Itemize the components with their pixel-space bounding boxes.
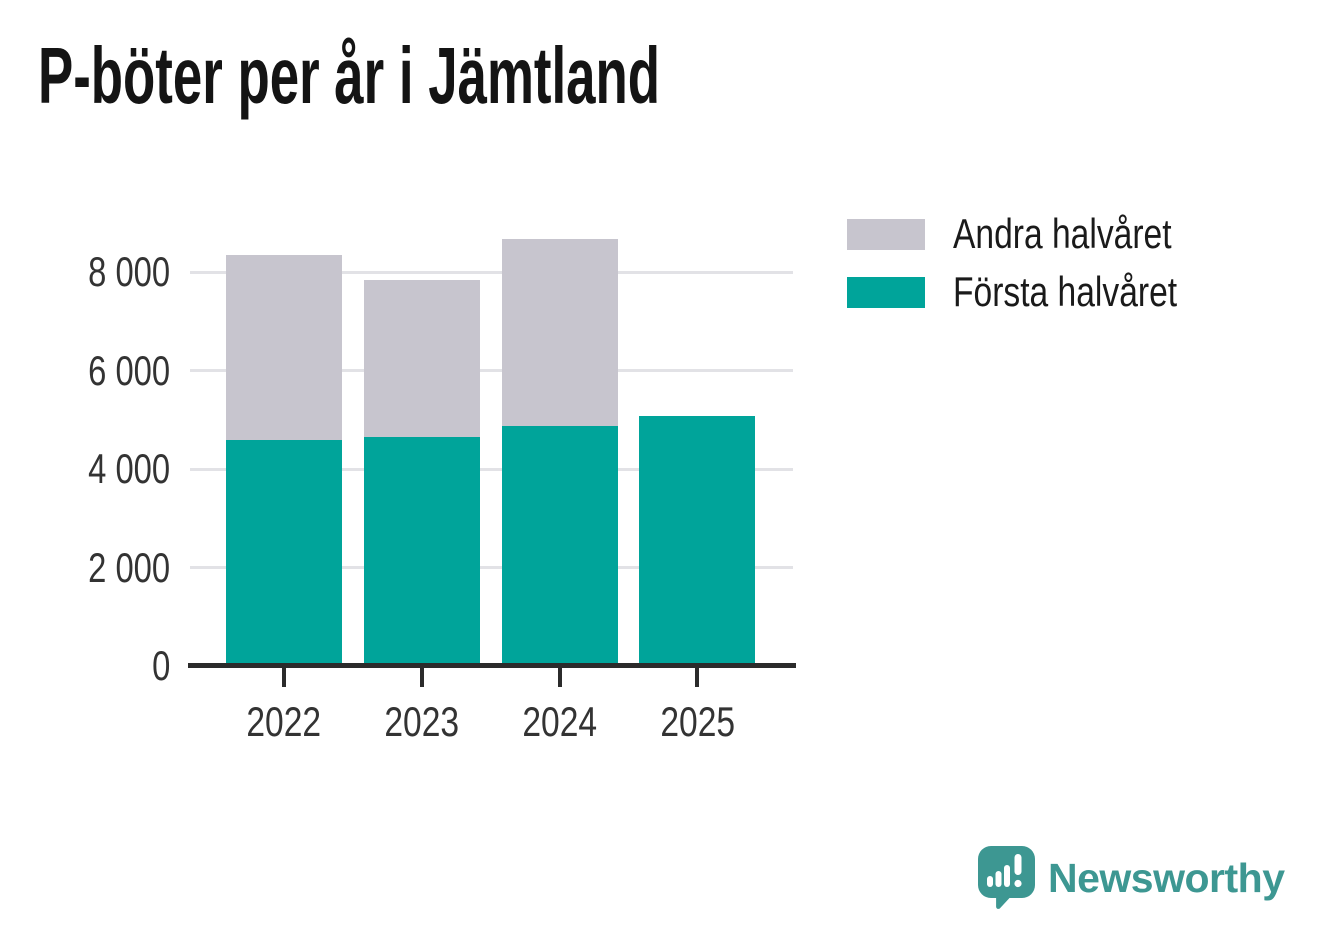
legend-label: Andra halvåret bbox=[953, 210, 1172, 257]
y-tick-label: 6 000 bbox=[38, 346, 170, 394]
x-tick-label: 2023 bbox=[347, 698, 497, 746]
legend-swatch bbox=[847, 218, 925, 250]
x-tick bbox=[695, 668, 700, 687]
y-gridline bbox=[190, 270, 793, 274]
bar-2025-forsta-halvaret-segment bbox=[639, 416, 756, 666]
newsworthy-wordmark: Newsworthy bbox=[1048, 855, 1285, 901]
legend-item: Andra halvåret bbox=[847, 210, 1226, 257]
legend-label: Första halvåret bbox=[953, 268, 1178, 315]
x-tick-label-text: 2024 bbox=[522, 698, 597, 745]
y-tick-label-text: 6 000 bbox=[88, 346, 170, 394]
x-tick bbox=[282, 668, 286, 687]
chart-title: P-böter per år i Jämtland bbox=[38, 31, 661, 120]
y-tick-label: 0 bbox=[38, 642, 170, 689]
bar-2024-andra-halvaret-segment bbox=[501, 238, 618, 426]
y-tick-label: 8 000 bbox=[38, 248, 170, 296]
newsworthy-chart-bubble-icon bbox=[978, 846, 1035, 909]
y-tick-label-text: 4 000 bbox=[88, 445, 170, 493]
bar-2023-forsta-halvaret-segment bbox=[363, 436, 480, 666]
legend-swatch bbox=[847, 276, 925, 308]
y-tick-label-text: 2 000 bbox=[88, 543, 170, 591]
y-tick-label: 4 000 bbox=[38, 445, 170, 493]
y-gridline bbox=[190, 566, 793, 570]
y-tick-label-text: 8 000 bbox=[88, 248, 170, 296]
x-tick-label: 2022 bbox=[209, 698, 359, 746]
y-tick-label: 2 000 bbox=[38, 543, 170, 591]
y-gridline bbox=[190, 369, 793, 373]
bar-2024-forsta-halvaret-segment bbox=[501, 425, 618, 666]
legend-item: Första halvåret bbox=[847, 268, 1233, 315]
x-axis-line bbox=[188, 663, 796, 668]
bar-2022-andra-halvaret-segment bbox=[226, 254, 342, 440]
x-tick-label: 2024 bbox=[485, 698, 635, 746]
y-gridline bbox=[190, 467, 793, 471]
x-tick bbox=[557, 668, 562, 687]
bar-2022-forsta-halvaret-segment bbox=[226, 439, 342, 666]
x-tick-label-text: 2022 bbox=[246, 698, 322, 745]
x-tick-label: 2025 bbox=[622, 698, 772, 746]
x-tick-label-text: 2023 bbox=[384, 698, 460, 745]
y-tick-label-text: 0 bbox=[151, 642, 170, 689]
bar-2023-andra-halvaret-segment bbox=[363, 279, 480, 437]
x-tick bbox=[419, 668, 424, 687]
x-tick-label-text: 2025 bbox=[660, 698, 735, 745]
